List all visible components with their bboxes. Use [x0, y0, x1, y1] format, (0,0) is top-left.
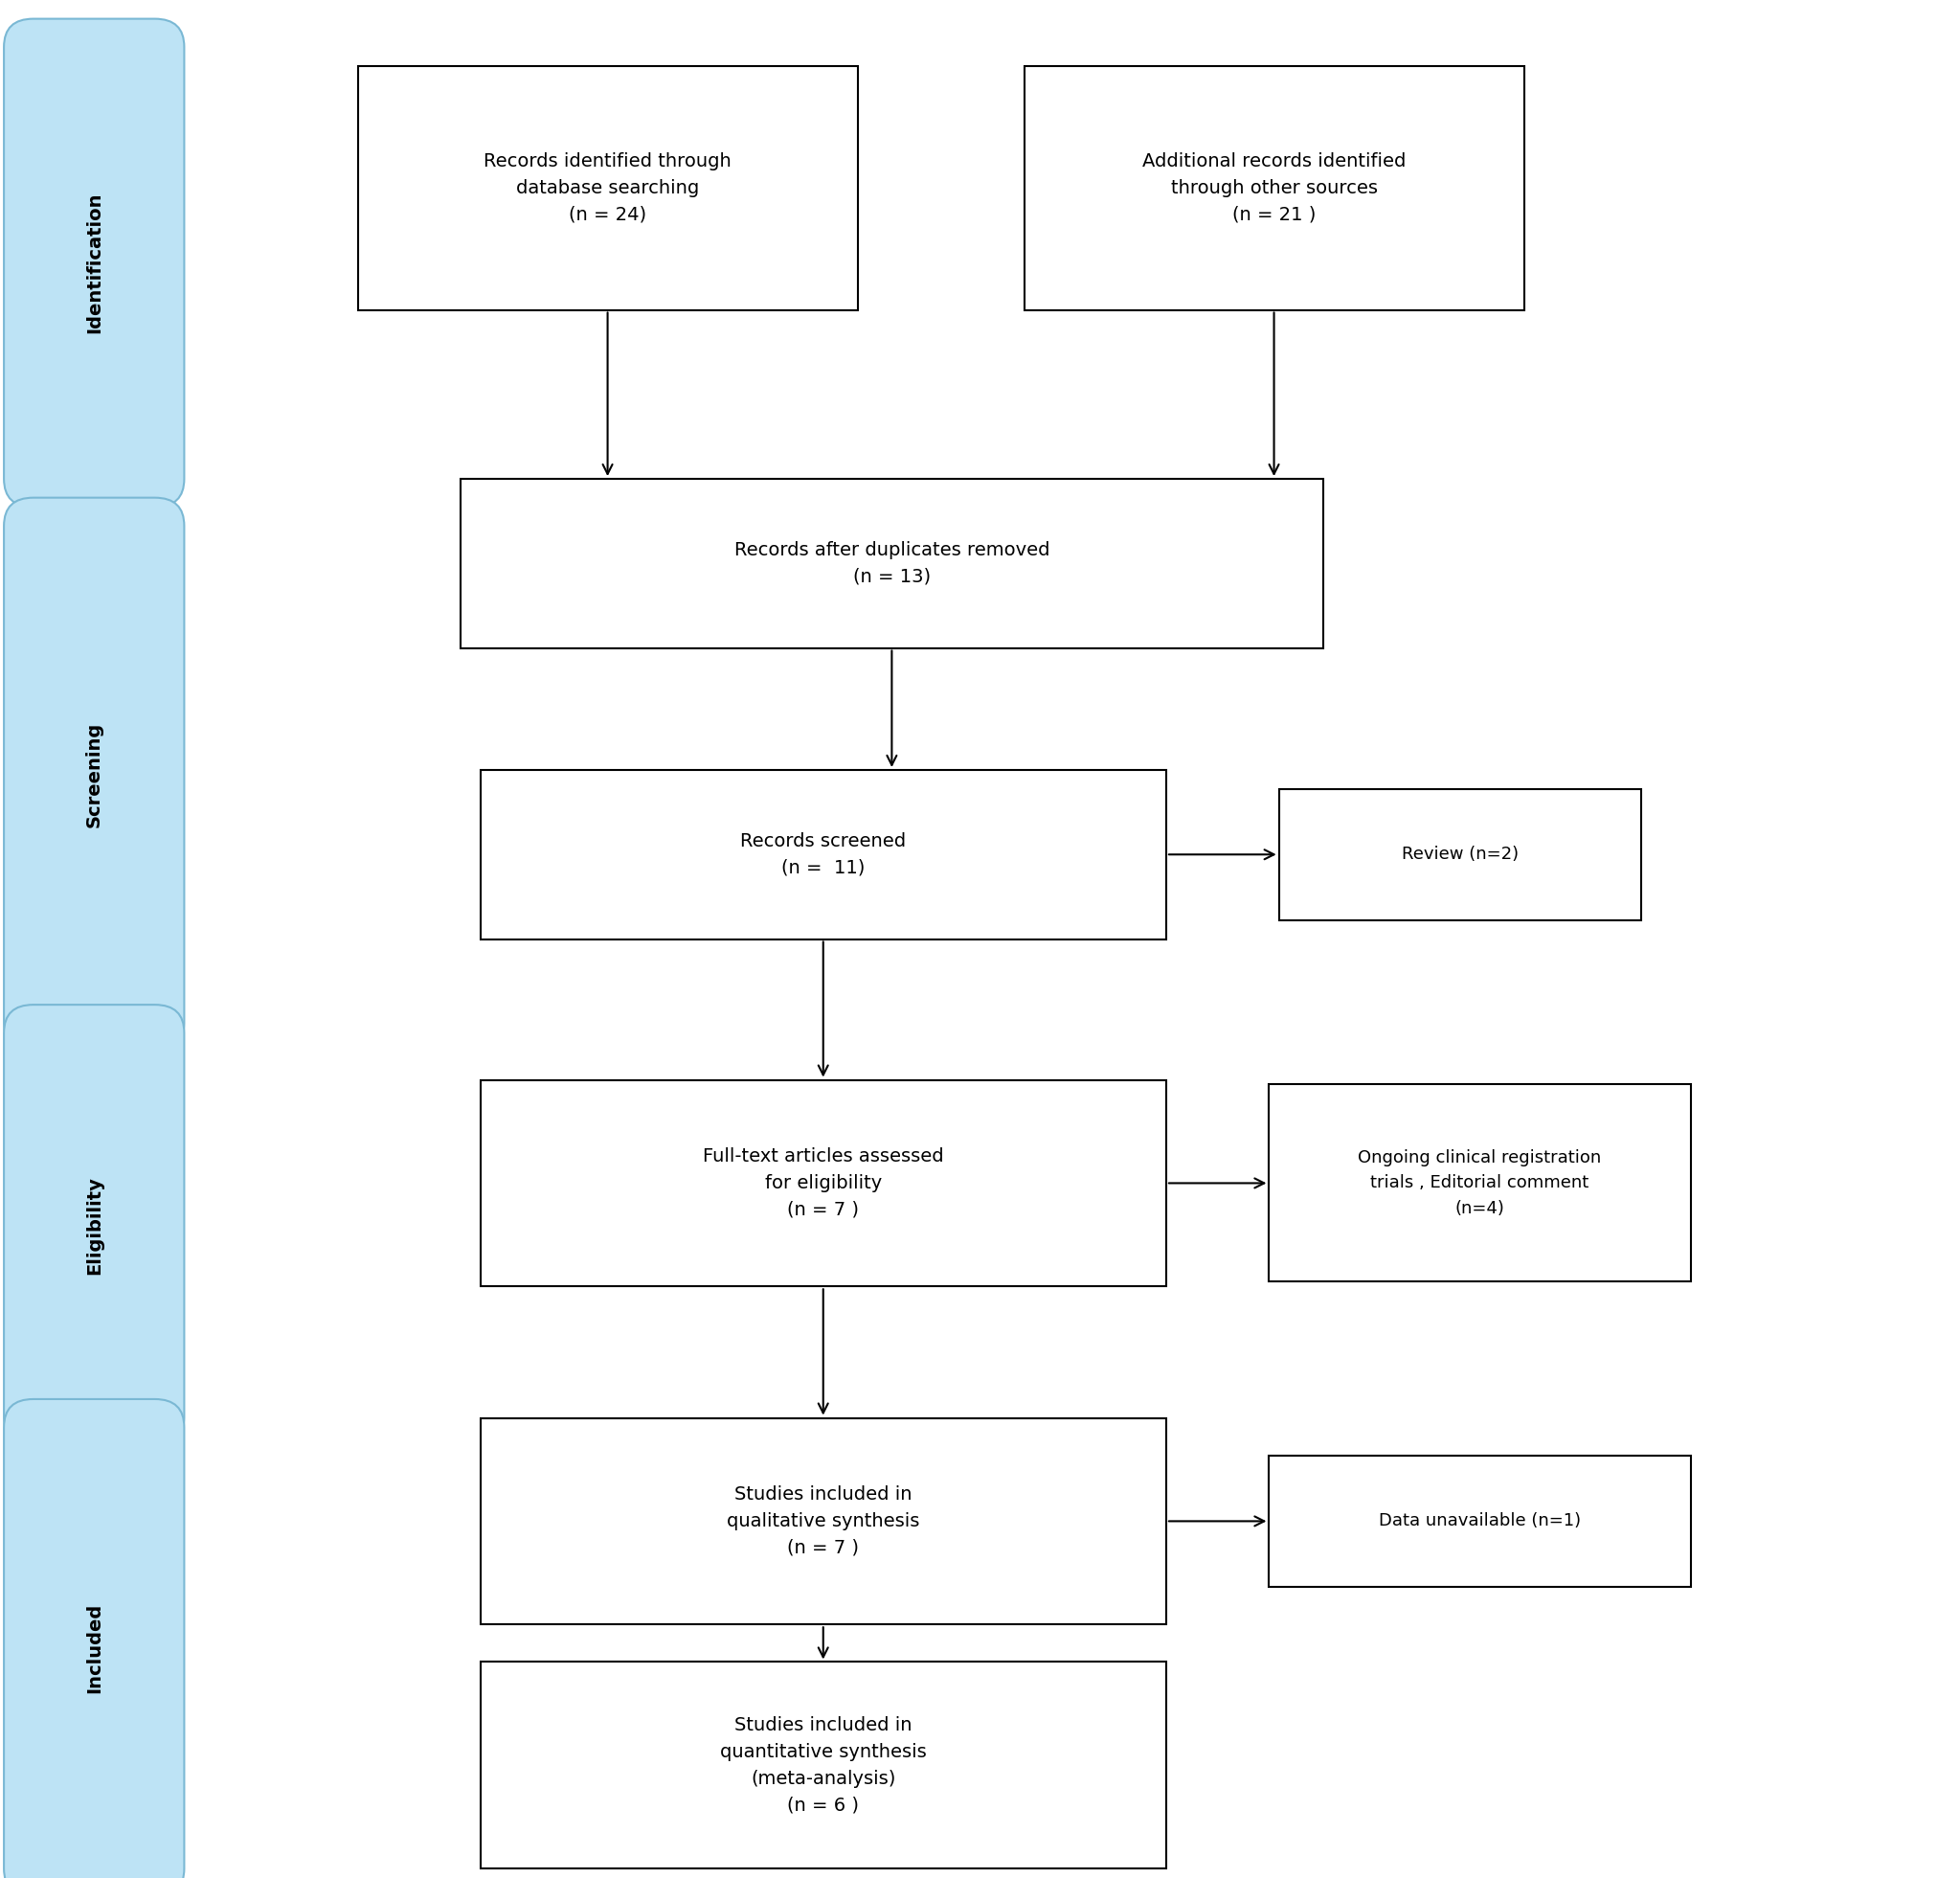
Text: Identification: Identification: [84, 192, 104, 334]
Text: Full-text articles assessed
for eligibility
(n = 7 ): Full-text articles assessed for eligibil…: [704, 1147, 943, 1219]
FancyBboxPatch shape: [480, 1418, 1166, 1624]
FancyBboxPatch shape: [480, 770, 1166, 939]
Text: Records after duplicates removed
(n = 13): Records after duplicates removed (n = 13…: [735, 541, 1049, 586]
Text: Data unavailable (n=1): Data unavailable (n=1): [1378, 1512, 1582, 1531]
FancyBboxPatch shape: [1270, 1455, 1690, 1587]
Text: Screening: Screening: [84, 721, 104, 828]
FancyBboxPatch shape: [1023, 66, 1525, 310]
FancyBboxPatch shape: [4, 1005, 184, 1446]
FancyBboxPatch shape: [480, 1080, 1166, 1286]
FancyBboxPatch shape: [357, 66, 858, 310]
Text: Studies included in
qualitative synthesis
(n = 7 ): Studies included in qualitative synthesi…: [727, 1485, 919, 1557]
FancyBboxPatch shape: [480, 1662, 1166, 1869]
FancyBboxPatch shape: [4, 1399, 184, 1878]
Text: Records screened
(n =  11): Records screened (n = 11): [741, 832, 906, 877]
FancyBboxPatch shape: [1278, 789, 1641, 920]
Text: Additional records identified
through other sources
(n = 21 ): Additional records identified through ot…: [1143, 152, 1405, 223]
Text: Studies included in
quantitative synthesis
(meta-analysis)
(n = 6 ): Studies included in quantitative synthes…: [719, 1716, 927, 1814]
FancyBboxPatch shape: [4, 498, 184, 1052]
Text: Review (n=2): Review (n=2): [1401, 845, 1519, 864]
Text: Included: Included: [84, 1602, 104, 1694]
Text: Records identified through
database searching
(n = 24): Records identified through database sear…: [484, 152, 731, 223]
Text: Eligibility: Eligibility: [84, 1176, 104, 1275]
Text: Ongoing clinical registration
trials , Editorial comment
(n=4): Ongoing clinical registration trials , E…: [1358, 1149, 1601, 1217]
FancyBboxPatch shape: [4, 19, 184, 507]
FancyBboxPatch shape: [1270, 1085, 1690, 1281]
FancyBboxPatch shape: [461, 479, 1323, 648]
